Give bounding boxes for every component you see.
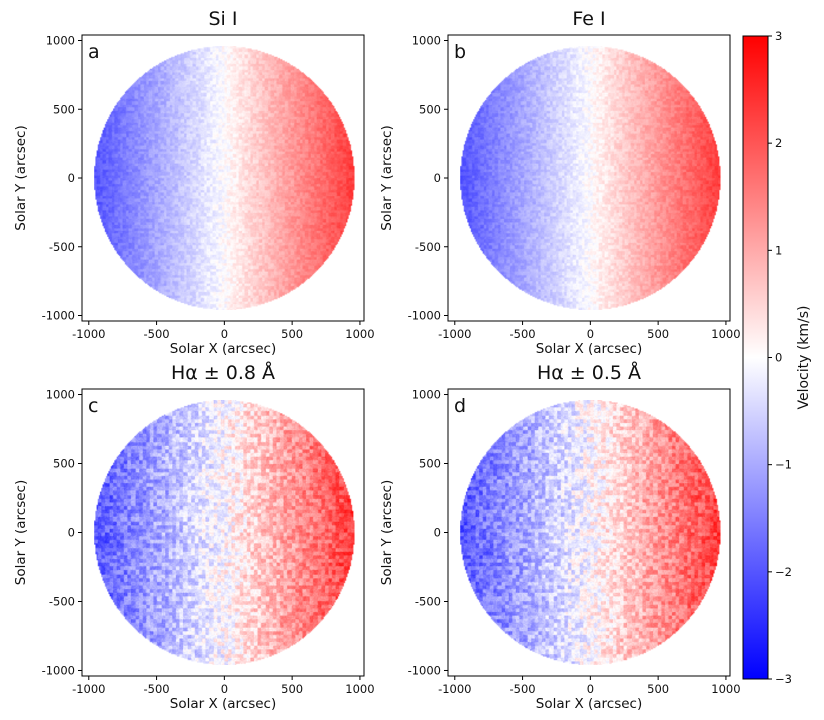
colorbar-tick-label: 2 xyxy=(775,136,782,150)
x-tick-label: 1000 xyxy=(345,682,374,696)
panel-d: -1000 -500 0 500 1000 -1000 -500 0 500 1000 Solar … xyxy=(379,361,741,712)
colorbar-tick-label: −1 xyxy=(775,458,792,472)
panel-title: Hα ± 0.5 Å xyxy=(537,361,641,384)
y-tick-label: -500 xyxy=(49,594,75,608)
x-axis-label: Solar X (arcsec) xyxy=(536,341,642,357)
y-tick-label: 500 xyxy=(419,102,441,116)
x-tick-label: 0 xyxy=(587,682,594,696)
panel-title: Si I xyxy=(209,8,238,30)
y-axis-label: Solar Y (arcsec) xyxy=(13,125,29,230)
x-tick-label: 500 xyxy=(281,327,303,341)
colorbar-tick-label: −3 xyxy=(775,672,792,686)
y-tick-label: -1000 xyxy=(42,663,75,677)
y-tick-label: -1000 xyxy=(408,663,441,677)
panel-c: -1000 -500 0 500 1000 -1000 -500 0 500 1000 Solar … xyxy=(13,361,375,712)
panel-letter: a xyxy=(88,41,100,63)
velocity-disk-d xyxy=(460,400,721,665)
colorbar-gradient xyxy=(742,35,769,680)
x-tick-label: 500 xyxy=(281,682,303,696)
y-axis-label: Solar Y (arcsec) xyxy=(13,480,29,585)
x-tick-label: 0 xyxy=(221,682,228,696)
panel-title: Hα ± 0.8 Å xyxy=(171,361,275,384)
x-tick-label: -500 xyxy=(144,682,170,696)
panels: -1000 -500 0 500 1000 -1000 -500 0 500 1000 Solar … xyxy=(13,8,741,712)
x-tick-label: -1000 xyxy=(438,682,471,696)
x-tick-label: -500 xyxy=(510,327,536,341)
y-tick-label: 1000 xyxy=(412,388,441,402)
x-tick-label: 1000 xyxy=(345,327,374,341)
y-tick-label: -500 xyxy=(415,240,441,254)
y-tick-label: 1000 xyxy=(412,34,441,48)
y-tick-label: 1000 xyxy=(46,34,75,48)
colorbar-tick-label: 0 xyxy=(775,351,782,365)
y-tick-label: 0 xyxy=(68,171,75,185)
x-axis-label: Solar X (arcsec) xyxy=(536,696,642,712)
panel-letter: c xyxy=(88,395,98,417)
velocity-disk-a xyxy=(94,46,355,310)
panel-letter: d xyxy=(454,395,466,417)
y-axis-label: Solar Y (arcsec) xyxy=(379,480,395,585)
panel-letter: b xyxy=(454,41,466,63)
y-tick-label: 0 xyxy=(68,526,75,540)
colorbar-tick-label: −2 xyxy=(775,565,792,579)
y-tick-label: 500 xyxy=(53,457,75,471)
y-tick-label: 1000 xyxy=(46,388,75,402)
y-axis-label: Solar Y (arcsec) xyxy=(379,125,395,230)
colorbar-label: Velocity (km/s) xyxy=(796,305,812,409)
panel-title: Fe I xyxy=(572,8,605,30)
x-tick-label: 1000 xyxy=(711,682,740,696)
x-tick-label: -500 xyxy=(510,682,536,696)
y-tick-label: -1000 xyxy=(42,309,75,323)
panel-a: -1000 -500 0 500 1000 -1000 -500 0 500 1000 Solar … xyxy=(13,8,375,357)
y-tick-label: 0 xyxy=(434,526,441,540)
colorbar-tick-label: 1 xyxy=(775,243,782,257)
x-tick-label: -1000 xyxy=(72,682,105,696)
velocity-disk-b xyxy=(460,46,721,310)
x-tick-label: 500 xyxy=(647,682,669,696)
colorbar-tick-label: 3 xyxy=(775,29,782,43)
x-tick-label: -1000 xyxy=(72,327,105,341)
x-tick-label: 500 xyxy=(647,327,669,341)
x-tick-label: 0 xyxy=(587,327,594,341)
x-tick-label: 1000 xyxy=(711,327,740,341)
y-tick-label: 500 xyxy=(53,102,75,116)
velocity-disk-c xyxy=(94,400,355,665)
x-tick-label: -500 xyxy=(144,327,170,341)
y-tick-label: 0 xyxy=(434,171,441,185)
x-tick-label: 0 xyxy=(221,327,228,341)
x-tick-label: -1000 xyxy=(438,327,471,341)
panel-b: -1000 -500 0 500 1000 -1000 -500 0 500 1000 Solar … xyxy=(379,8,741,357)
y-tick-label: 500 xyxy=(419,457,441,471)
x-axis-label: Solar X (arcsec) xyxy=(170,696,276,712)
y-tick-label: -1000 xyxy=(408,309,441,323)
y-tick-label: -500 xyxy=(49,240,75,254)
colorbar: −3 −2 −1 0 1 2 3 Velocity (km/s) xyxy=(742,29,812,686)
y-tick-label: -500 xyxy=(415,594,441,608)
x-axis-label: Solar X (arcsec) xyxy=(170,341,276,357)
